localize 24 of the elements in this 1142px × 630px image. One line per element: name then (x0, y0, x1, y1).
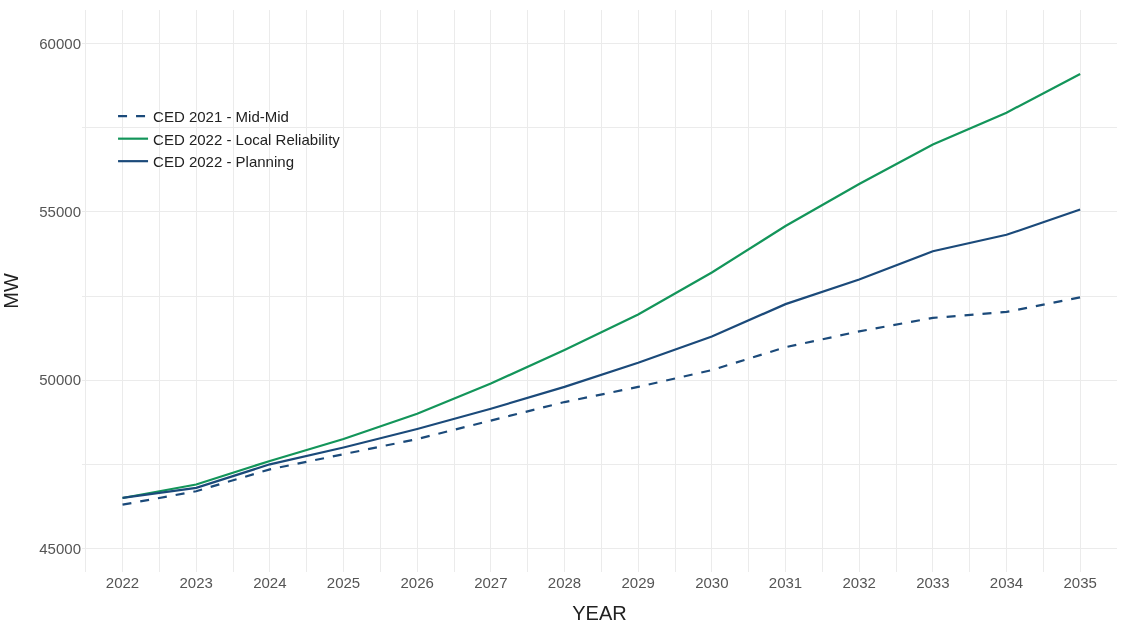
y-tick-label: 60000 (39, 34, 81, 52)
legend-label: CED 2021 - Mid-Mid (153, 108, 289, 126)
x-tick-label: 2030 (695, 574, 729, 591)
x-tick-label: 2026 (400, 574, 434, 591)
x-tick-label: 2022 (105, 574, 140, 591)
y-tick-label: 45000 (39, 539, 81, 557)
x-tick-label: 2025 (326, 574, 361, 591)
legend-label: CED 2022 - Planning (153, 153, 294, 171)
x-tick-label: 2029 (621, 574, 655, 591)
line-series (121, 72, 1082, 500)
y-tick-label: 50000 (39, 371, 81, 389)
x-tick-label: 2032 (842, 574, 876, 591)
x-tick-label: 2024 (253, 574, 287, 591)
legend-label: CED 2022 - Local Reliability (153, 130, 341, 148)
x-axis-title: YEAR (572, 601, 627, 624)
x-tick-label: 2028 (547, 574, 582, 591)
y-tick-label: 55000 (39, 203, 81, 221)
x-tick-label: 2033 (916, 574, 950, 591)
x-tick-label: 2023 (179, 574, 213, 591)
x-tick-label: 2031 (768, 574, 803, 591)
x-tick-label: 2027 (474, 574, 508, 591)
y-axis-title: MW (0, 273, 22, 309)
x-tick-label: 2035 (1063, 574, 1097, 591)
x-tick-label: 2034 (989, 574, 1024, 591)
